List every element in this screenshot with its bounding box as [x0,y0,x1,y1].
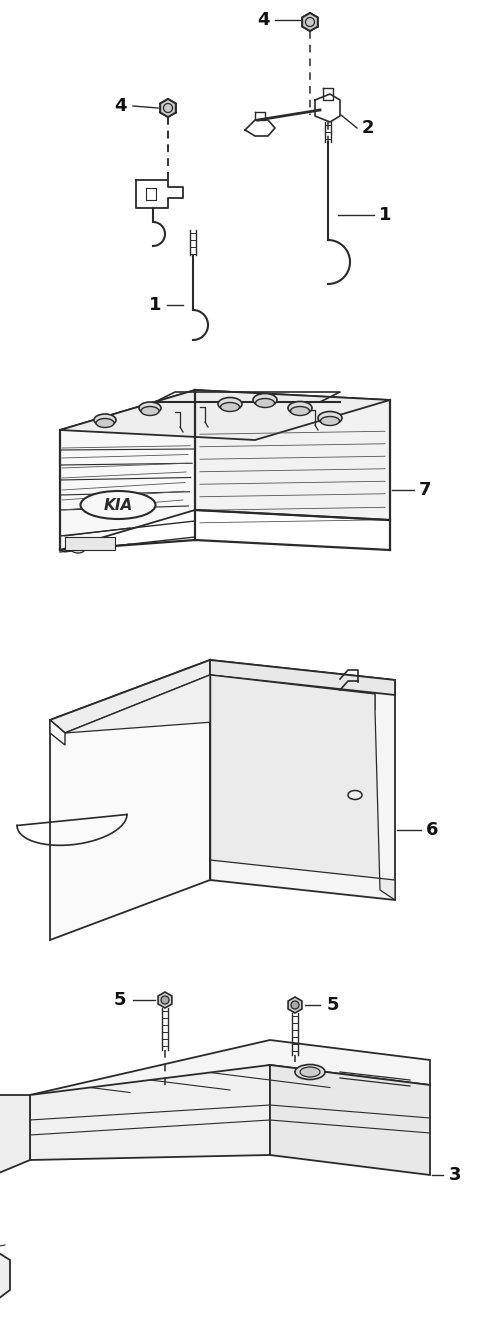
Ellipse shape [220,402,240,411]
Polygon shape [195,390,390,520]
Text: 5: 5 [327,996,339,1013]
Polygon shape [65,675,375,733]
Polygon shape [30,1040,430,1121]
Polygon shape [210,660,395,695]
Text: 7: 7 [419,482,431,499]
Ellipse shape [96,418,114,427]
Circle shape [161,996,169,1004]
Polygon shape [30,1065,270,1160]
Text: KIA: KIA [103,497,132,512]
Ellipse shape [321,417,339,426]
Ellipse shape [218,397,242,410]
Polygon shape [158,992,172,1008]
Ellipse shape [71,545,85,553]
Text: 4: 4 [114,97,126,115]
Circle shape [291,1002,299,1009]
Text: 1: 1 [149,296,161,314]
Ellipse shape [300,1068,320,1077]
Ellipse shape [94,414,116,426]
Polygon shape [160,99,176,116]
Text: 6: 6 [426,822,438,839]
Ellipse shape [295,1065,325,1080]
Polygon shape [50,660,210,941]
Polygon shape [288,998,302,1013]
Polygon shape [0,1095,30,1304]
Text: 1: 1 [379,206,391,224]
Polygon shape [210,675,395,900]
Ellipse shape [318,411,342,425]
Polygon shape [302,13,318,30]
Text: 5: 5 [114,991,126,1009]
Polygon shape [50,720,65,745]
Ellipse shape [288,401,312,414]
Polygon shape [50,660,210,733]
Ellipse shape [139,402,161,414]
Ellipse shape [253,393,277,406]
Text: 2: 2 [362,119,374,138]
Bar [65,537,115,550]
Ellipse shape [141,406,159,415]
Text: 3: 3 [449,1166,461,1184]
Polygon shape [60,390,195,550]
Ellipse shape [348,791,362,799]
Polygon shape [210,660,395,900]
Ellipse shape [255,398,275,407]
Polygon shape [60,390,390,441]
Ellipse shape [290,406,310,415]
Polygon shape [270,1065,430,1175]
Text: 4: 4 [257,11,269,29]
Ellipse shape [81,491,156,519]
